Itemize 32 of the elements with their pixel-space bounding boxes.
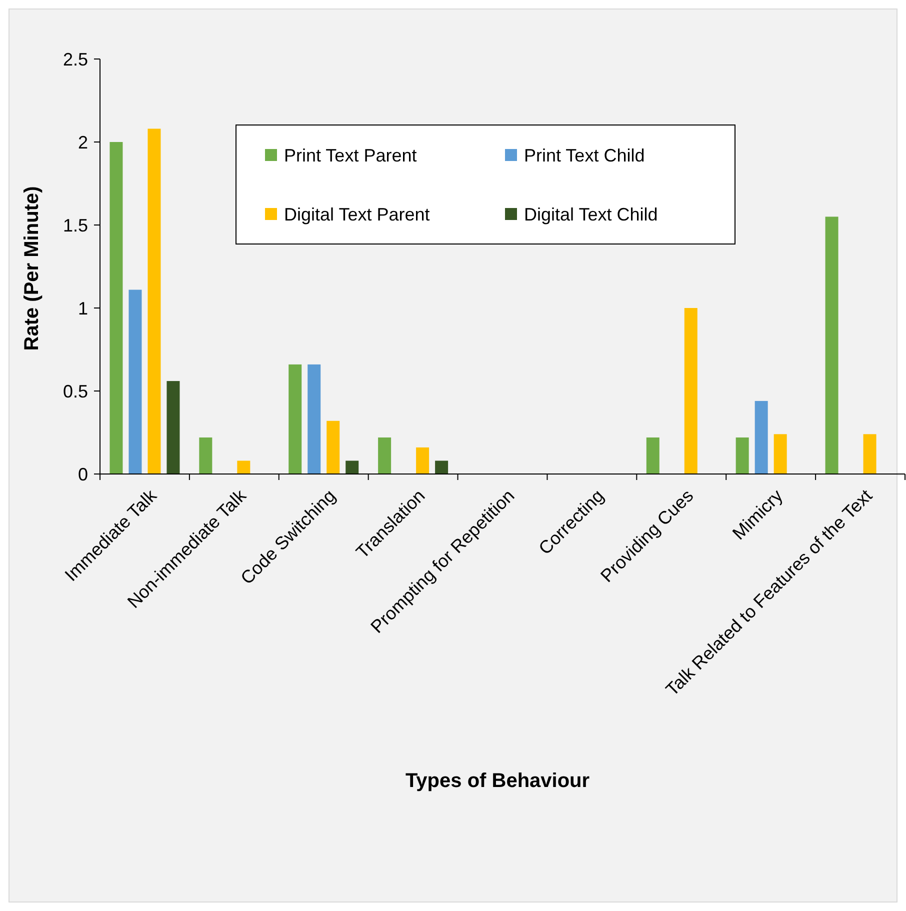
y-tick-label: 0 [78,464,88,484]
bar [684,308,698,474]
bar [237,460,250,474]
bar [346,460,359,474]
legend-label: Digital Text Child [524,204,658,224]
x-axis-title: Types of Behaviour [405,770,590,792]
bar [288,364,302,474]
y-tick-label: 0.5 [62,381,88,402]
bar [166,381,180,474]
bar [128,290,142,474]
bar [774,434,787,474]
bar [435,460,448,474]
legend-label: Print Text Parent [284,145,417,166]
bar [646,437,660,474]
y-tick-label: 2 [78,132,88,152]
bar [326,420,340,474]
y-axis-title: Rate (Per Minute) [21,186,43,351]
bar [148,128,161,474]
legend-label: Print Text Child [524,145,645,166]
legend-label: Digital Text Parent [284,204,430,224]
bar [754,400,768,474]
bar [416,447,430,474]
y-tick-label: 2.5 [62,49,88,70]
bar [199,437,212,474]
bar [825,216,838,474]
bar [110,142,123,474]
bar [863,434,876,474]
bar [736,437,749,474]
bar [378,437,392,474]
y-tick-label: 1.5 [62,215,88,236]
y-tick-label: 1 [78,298,88,318]
bar [308,364,321,474]
